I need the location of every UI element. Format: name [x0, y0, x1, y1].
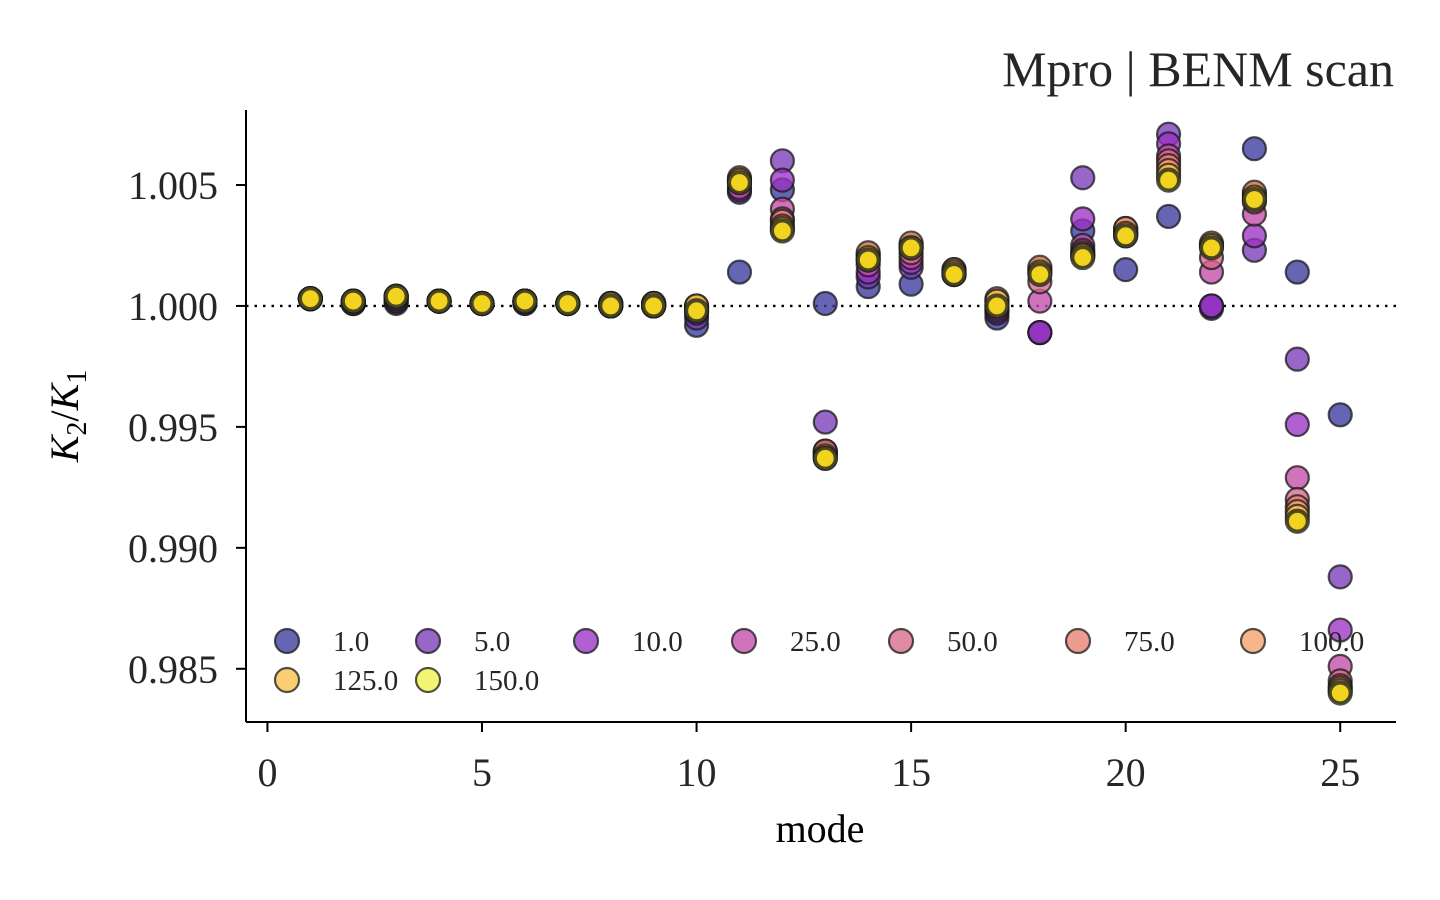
scatter-point	[1284, 411, 1310, 438]
legend-label: 100.0	[1299, 626, 1364, 658]
y-ticks: 0.985 0.990 0.995 1.000 1.005	[128, 163, 246, 692]
scatter-point	[1070, 165, 1096, 191]
data-points	[297, 121, 1353, 706]
scatter-point-overlay	[986, 295, 1008, 317]
y-tick-label: 0.990	[128, 526, 218, 571]
legend-label: 5.0	[474, 626, 510, 658]
scatter-point	[1027, 319, 1053, 346]
scatter-point	[1241, 223, 1267, 249]
scatter-point-overlay	[471, 292, 493, 315]
scatter-point	[769, 167, 795, 193]
scatter-point	[1198, 293, 1225, 319]
x-tick-label: 0	[257, 750, 277, 795]
legend-marker	[414, 627, 442, 655]
scatter-point	[812, 409, 838, 435]
scatter-point	[1327, 564, 1353, 590]
y-tick-label: 0.985	[128, 647, 218, 692]
scatter-point-overlay	[900, 237, 922, 259]
x-tick-label: 25	[1320, 750, 1360, 795]
x-tick-label: 15	[891, 750, 931, 795]
scatter-point-overlay	[557, 292, 579, 315]
legend-label: 150.0	[474, 665, 539, 697]
scatter-point-overlay	[728, 171, 751, 194]
scatter-point	[1241, 136, 1267, 162]
legend-label: 25.0	[790, 626, 841, 658]
scatter-point	[812, 290, 838, 317]
scatter-point-overlay	[1029, 263, 1051, 286]
legend-marker	[1239, 627, 1267, 655]
scatter-point	[1327, 617, 1353, 643]
scatter-point-overlay	[600, 295, 622, 317]
legend-marker	[1064, 627, 1092, 655]
y-tick-label: 1.000	[128, 284, 218, 329]
scatter-point	[1284, 465, 1310, 491]
x-ticks: 0 5 10 15 20 25	[257, 722, 1360, 795]
legend: 1.0 5.0 10.0 25.0 50.0 75.0 100.0 125.0 150.0	[273, 626, 1364, 697]
y-label-sub2: 2	[62, 422, 93, 436]
scatter-point-overlay	[1329, 682, 1351, 704]
scatter-point-overlay	[685, 300, 708, 322]
chart-title: Mpro | BENM scan	[1002, 41, 1394, 97]
scatter-point-overlay	[428, 290, 450, 312]
legend-marker	[572, 627, 600, 655]
scatter-point	[1155, 203, 1182, 230]
scatter-point-overlay	[1243, 188, 1265, 211]
scatter-point-overlay	[385, 285, 407, 307]
scatter-point-overlay	[643, 295, 665, 317]
y-label-slash: /	[42, 410, 87, 422]
axes	[245, 110, 1396, 723]
y-axis-label: K2/K1	[42, 370, 93, 464]
y-label-k2: K	[42, 433, 87, 463]
x-axis-label: mode	[776, 806, 865, 851]
scatter-point-overlay	[857, 249, 879, 271]
scatter-point	[1284, 259, 1310, 285]
scatter-point-overlay	[299, 288, 321, 310]
scatter-point-overlay	[943, 263, 965, 286]
x-tick-label: 20	[1106, 750, 1146, 795]
y-label-k1: K	[42, 381, 87, 411]
legend-label: 125.0	[333, 665, 398, 697]
scatter-point-overlay	[1200, 237, 1223, 259]
legend-marker	[273, 666, 301, 694]
scatter-point-overlay	[342, 290, 364, 312]
legend-marker	[887, 627, 915, 655]
scatter-point-overlay	[1157, 169, 1180, 191]
y-tick-label: 0.995	[128, 405, 218, 450]
scatter-point	[1327, 402, 1353, 428]
legend-marker	[273, 627, 301, 655]
scatter-point-overlay	[814, 447, 836, 469]
scatter-point-overlay	[1286, 510, 1308, 532]
x-tick-label: 5	[472, 750, 492, 795]
legend-label: 10.0	[632, 626, 683, 658]
scatter-point-overlay	[1115, 225, 1137, 247]
scatter-point-overlay	[771, 220, 793, 242]
legend-marker	[414, 666, 442, 694]
y-tick-label: 1.005	[128, 163, 218, 208]
legend-label: 50.0	[947, 626, 998, 658]
y-label-sub1: 1	[62, 370, 93, 384]
legend-label: 75.0	[1124, 626, 1175, 658]
legend-marker	[730, 627, 758, 655]
scatter-point	[1070, 206, 1096, 232]
legend-label: 1.0	[333, 626, 369, 658]
scatter-point	[1113, 257, 1139, 283]
x-tick-label: 10	[677, 750, 717, 795]
scatter-point	[1284, 346, 1310, 372]
scatter-point	[726, 259, 753, 285]
scatter-point-overlay	[1072, 246, 1094, 269]
scatter-point-overlay	[514, 290, 536, 312]
